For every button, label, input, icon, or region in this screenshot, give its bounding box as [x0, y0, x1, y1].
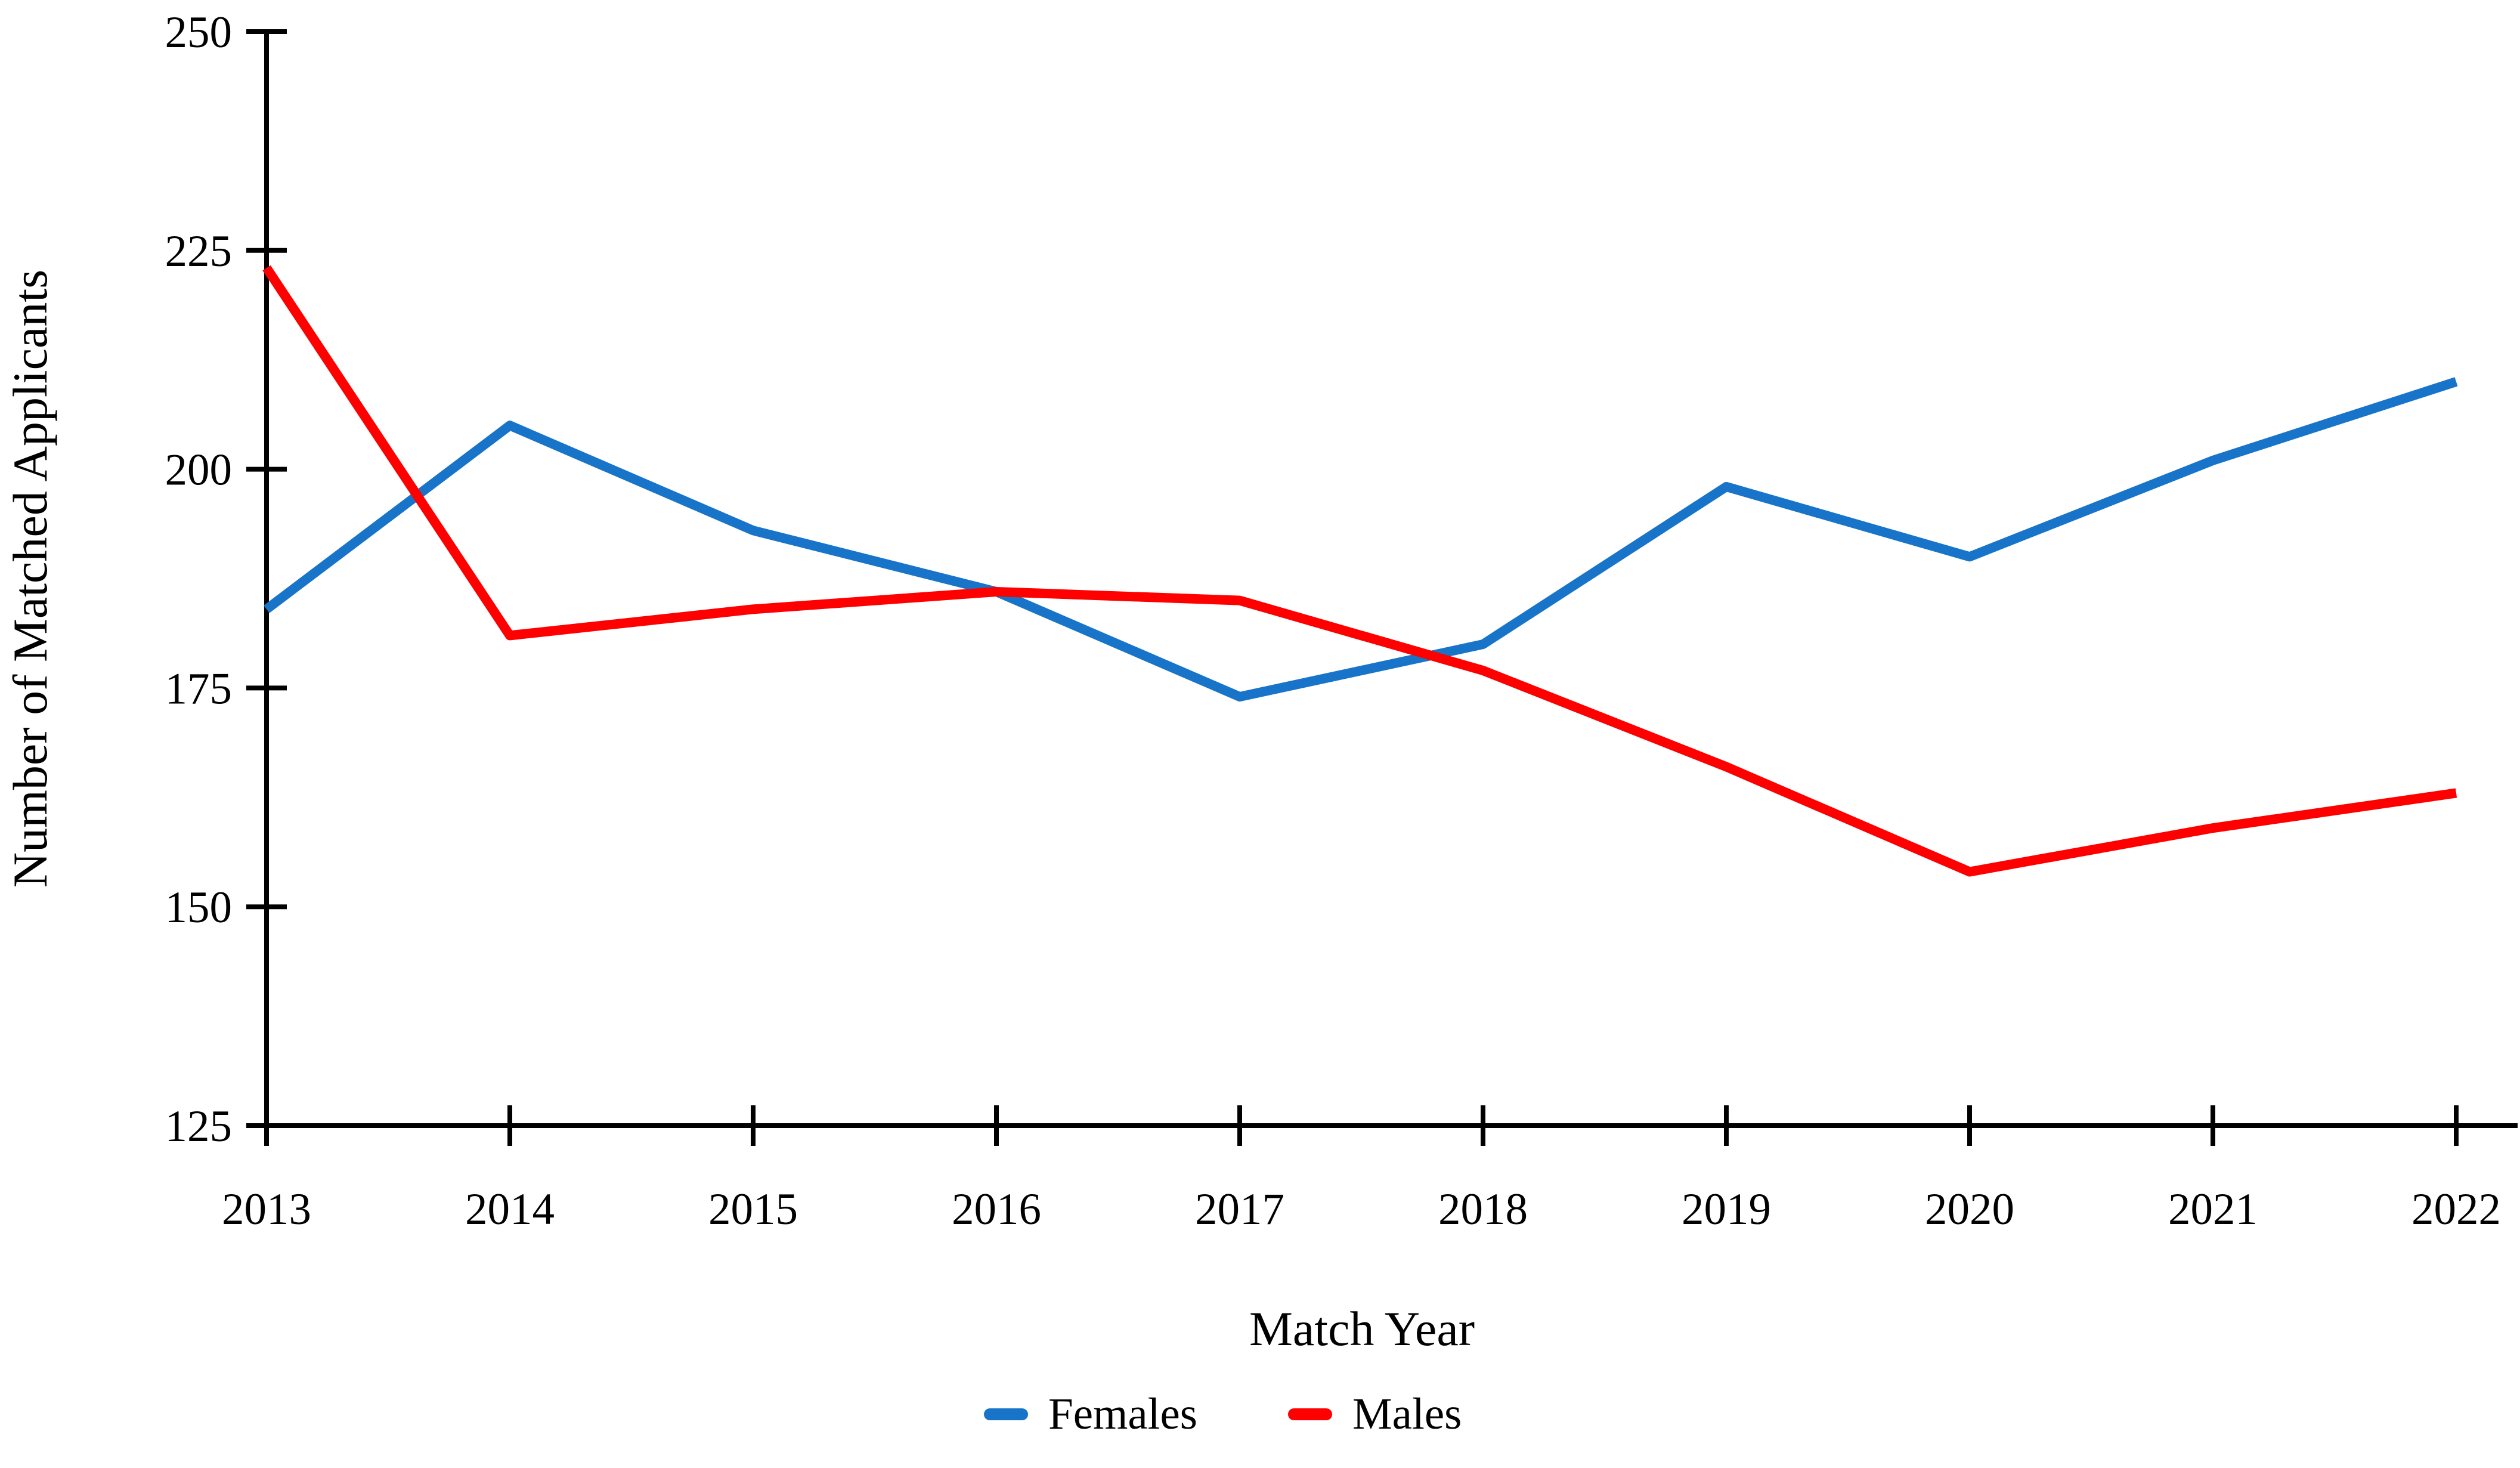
axes [246, 29, 2518, 1128]
y-tick-label: 175 [165, 664, 233, 713]
y-axis-title: Number of Matched Applicants [3, 270, 57, 888]
x-tick-label: 2016 [952, 1185, 1041, 1234]
x-tick-label: 2017 [1195, 1185, 1284, 1234]
y-tick-label: 125 [165, 1102, 233, 1151]
series-lines [262, 265, 2458, 877]
y-tick-label: 150 [165, 883, 233, 932]
x-tick-label: 2014 [465, 1185, 555, 1234]
legend: Females Males [984, 1389, 1462, 1439]
x-axis-title: Match Year [1249, 1302, 1475, 1356]
y-tick-label: 225 [165, 227, 233, 276]
axis-ticks: 125 150 175 200 225 250 2013 2014 2015 2016 2017 20… [165, 8, 2502, 1234]
x-tick-label: 2013 [222, 1185, 311, 1234]
y-tick-label: 200 [165, 446, 233, 495]
females-legend-swatch [984, 1408, 1028, 1420]
x-tick-label: 2018 [1438, 1185, 1528, 1234]
males-legend-swatch [1288, 1408, 1332, 1420]
males-line [262, 265, 2457, 877]
x-tick-label: 2015 [708, 1185, 798, 1234]
females-legend-label: Females [1048, 1389, 1197, 1439]
males-legend-label: Males [1352, 1389, 1462, 1439]
x-tick-label: 2021 [2168, 1185, 2258, 1234]
x-tick-label: 2020 [1925, 1185, 2014, 1234]
x-tick-label: 2019 [1682, 1185, 1771, 1234]
y-tick-label: 250 [165, 8, 233, 57]
x-tick-label: 2022 [2411, 1185, 2501, 1234]
females-line [264, 377, 2458, 702]
